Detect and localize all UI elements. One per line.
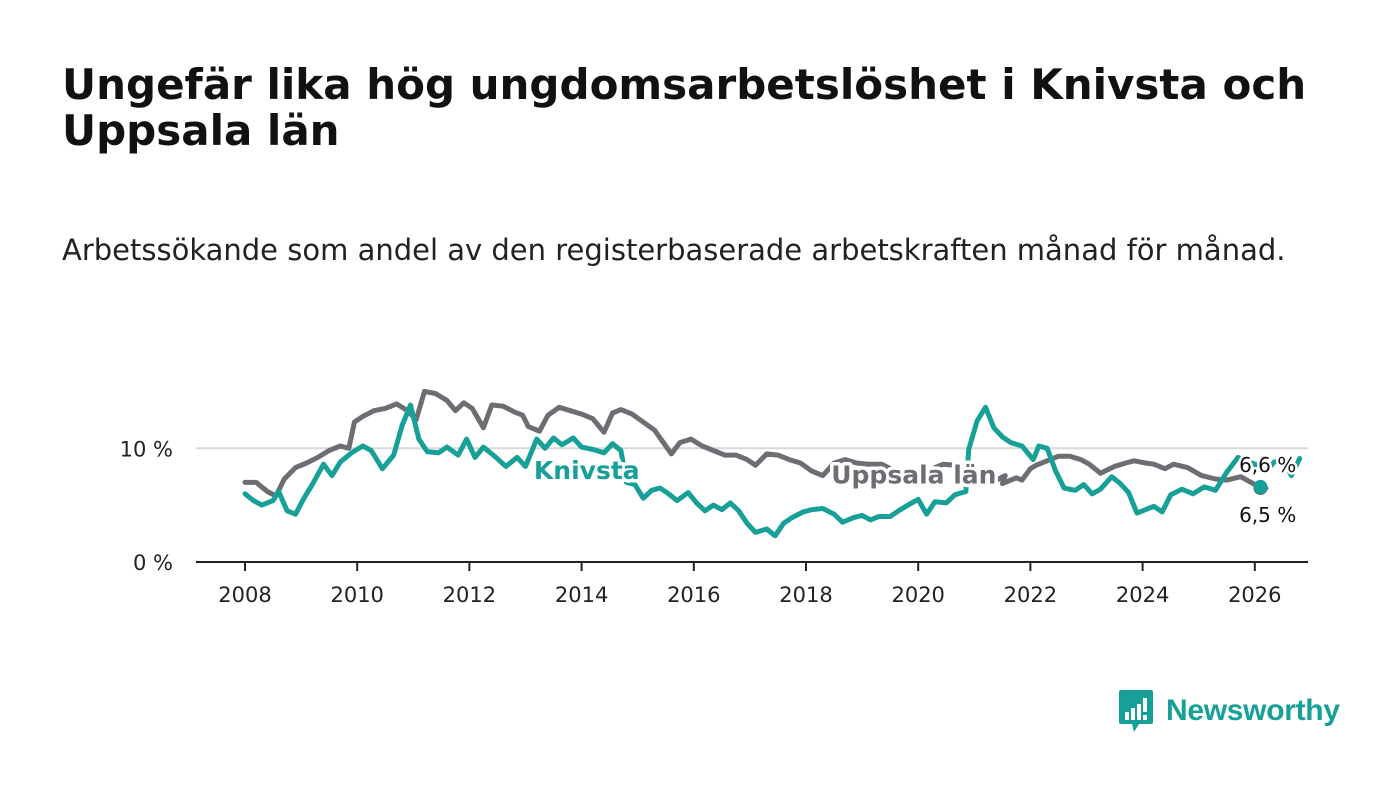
x-tick-label: 2024 <box>1116 583 1169 607</box>
page-title: Ungefär lika hög ungdomsarbetslöshet i K… <box>62 60 1307 155</box>
x-tick-label: 2018 <box>779 583 832 607</box>
x-tick-label: 2022 <box>1004 583 1057 607</box>
x-tick-label: 2008 <box>218 583 271 607</box>
newsworthy-logo: Newsworthy <box>1118 688 1340 734</box>
series-label-uppsala: Uppsala län <box>831 461 996 490</box>
brand-name: Newsworthy <box>1166 694 1340 727</box>
x-tick-label: 2010 <box>330 583 383 607</box>
x-tick-label: 2012 <box>443 583 496 607</box>
x-tick-label: 2016 <box>667 583 720 607</box>
x-tick-label: 2026 <box>1228 583 1281 607</box>
bar-chart-icon <box>1119 690 1153 732</box>
series-line-knivsta <box>242 402 1303 539</box>
end-label-uppsala: 6,5 % <box>1239 503 1296 527</box>
x-tick-label: 2020 <box>891 583 944 607</box>
end-marker-knivsta <box>1253 479 1268 494</box>
series-label-knivsta: Knivsta <box>534 456 640 485</box>
y-tick-label: 10 % <box>120 437 173 461</box>
end-label-knivsta: 6,6 % <box>1239 453 1296 477</box>
chart-subtitle: Arbetssökande som andel av den registerb… <box>62 233 1286 267</box>
x-tick-label: 2014 <box>555 583 608 607</box>
y-tick-label: 0 % <box>133 551 173 575</box>
